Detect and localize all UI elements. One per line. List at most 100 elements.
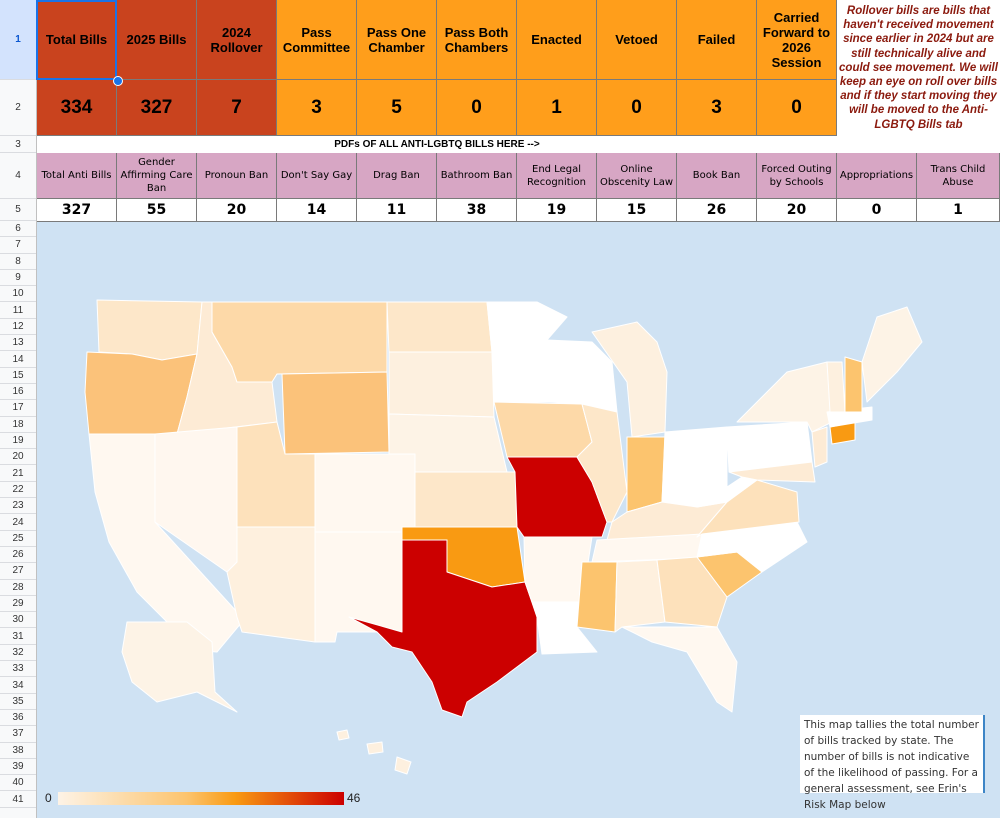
row-number[interactable]: 2 [0, 80, 36, 136]
row-number[interactable]: 21 [0, 466, 36, 482]
category-value-cell[interactable]: 38 [437, 199, 517, 222]
summary-header-cell[interactable]: Pass Both Chambers [437, 0, 517, 80]
summary-value-cell[interactable]: 0 [597, 80, 677, 136]
category-header-cell[interactable]: Appropriations [837, 153, 917, 199]
row-number[interactable]: 24 [0, 514, 36, 531]
row-number[interactable]: 4 [0, 153, 36, 199]
state-wyoming [281, 371, 390, 455]
category-header-cell[interactable]: Drag Ban [357, 153, 437, 199]
category-value-cell[interactable]: 55 [117, 199, 197, 222]
row-number[interactable]: 17 [0, 400, 36, 417]
row-number[interactable]: 31 [0, 629, 36, 645]
row-number[interactable]: 25 [0, 531, 36, 547]
summary-header-cell[interactable]: 2024 Rollover [197, 0, 277, 80]
row-number[interactable]: 10 [0, 286, 36, 303]
row-number[interactable]: 12 [0, 319, 36, 336]
row-number[interactable]: 15 [0, 368, 36, 384]
row-number[interactable]: 36 [0, 710, 36, 727]
category-header-cell[interactable]: Trans Child Abuse [917, 153, 1000, 199]
row-number[interactable]: 8 [0, 254, 36, 270]
row-number[interactable]: 6 [0, 221, 36, 238]
summary-header-cell[interactable]: Enacted [517, 0, 597, 80]
map-svg [84, 299, 923, 775]
category-value-cell[interactable]: 15 [597, 199, 677, 222]
category-header-cell[interactable]: Pronoun Ban [197, 153, 277, 199]
row-number[interactable]: 14 [0, 351, 36, 368]
state-maryland [728, 461, 816, 483]
state-vermont [826, 361, 846, 413]
state-arizona [226, 526, 316, 643]
legend-gradient [58, 792, 344, 805]
category-header-cell[interactable]: Online Obscenity Law [597, 153, 677, 199]
category-value-cell[interactable]: 14 [277, 199, 357, 222]
state-mississippi [576, 561, 618, 633]
category-value-cell[interactable]: 327 [37, 199, 117, 222]
row-number[interactable]: 23 [0, 498, 36, 515]
category-header-cell[interactable]: End Legal Recognition [517, 153, 597, 199]
summary-header-cell[interactable]: Failed [677, 0, 757, 80]
legend-min: 0 [45, 791, 52, 805]
state-washington [96, 299, 203, 361]
category-header-cell[interactable]: Total Anti Bills [37, 153, 117, 199]
category-value-cell[interactable]: 20 [757, 199, 837, 222]
row-number[interactable]: 18 [0, 417, 36, 433]
row-number[interactable]: 7 [0, 237, 36, 254]
row-number[interactable]: 37 [0, 726, 36, 743]
row-number[interactable]: 41 [0, 792, 36, 808]
fill-handle[interactable] [113, 76, 123, 86]
category-header-cell[interactable]: Don't Say Gay [277, 153, 357, 199]
row-number[interactable]: 16 [0, 384, 36, 401]
category-header-cell[interactable]: Forced Outing by Schools [757, 153, 837, 199]
summary-header-cell[interactable]: Vetoed [597, 0, 677, 80]
state-alabama [614, 559, 666, 633]
category-value-cell[interactable]: 19 [517, 199, 597, 222]
category-header-cell[interactable]: Bathroom Ban [437, 153, 517, 199]
summary-value-cell[interactable]: 3 [677, 80, 757, 136]
row-number[interactable]: 35 [0, 694, 36, 710]
summary-header-cell[interactable]: Pass One Chamber [357, 0, 437, 80]
row-number[interactable]: 33 [0, 661, 36, 678]
row-number[interactable]: 9 [0, 270, 36, 287]
row-number[interactable]: 30 [0, 612, 36, 629]
summary-value-cell[interactable]: 327 [117, 80, 197, 136]
pdf-link[interactable]: PDFs OF ALL ANTI-LGBTQ BILLS HERE --> [37, 136, 837, 154]
row-number[interactable]: 26 [0, 547, 36, 564]
row-number[interactable]: 28 [0, 580, 36, 596]
row-number[interactable]: 3 [0, 136, 36, 153]
row-number[interactable]: 29 [0, 596, 36, 613]
summary-header-cell[interactable]: 2025 Bills [117, 0, 197, 80]
category-value-cell[interactable]: 26 [677, 199, 757, 222]
summary-value-cell[interactable]: 334 [37, 80, 117, 136]
summary-header-cell[interactable]: Pass Committee [277, 0, 357, 80]
category-header-cell[interactable]: Gender Affirming Care Ban [117, 153, 197, 199]
row-number[interactable]: 13 [0, 335, 36, 352]
rollover-note: Rollover bills are bills that haven't re… [839, 5, 998, 131]
row-number[interactable]: 20 [0, 449, 36, 466]
summary-value-cell[interactable]: 0 [757, 80, 837, 136]
summary-value-cell[interactable]: 1 [517, 80, 597, 136]
row-number[interactable]: 32 [0, 645, 36, 662]
summary-value-cell[interactable]: 7 [197, 80, 277, 136]
state-new-jersey [811, 426, 828, 468]
row-number[interactable]: 19 [0, 433, 36, 450]
category-header-cell[interactable]: Book Ban [677, 153, 757, 199]
us-bill-map[interactable]: 0 46 [37, 222, 1000, 818]
summary-value-cell[interactable]: 5 [357, 80, 437, 136]
summary-value-cell[interactable]: 0 [437, 80, 517, 136]
row-number[interactable]: 34 [0, 677, 36, 694]
summary-value-cell[interactable]: 3 [277, 80, 357, 136]
row-number[interactable]: 22 [0, 482, 36, 499]
row-number[interactable]: 27 [0, 563, 36, 580]
row-number[interactable]: 40 [0, 775, 36, 792]
row-number[interactable]: 11 [0, 303, 36, 319]
summary-header-cell[interactable]: Total Bills [37, 0, 117, 80]
row-number[interactable]: 1 [0, 0, 36, 80]
row-number[interactable]: 39 [0, 759, 36, 776]
row-number[interactable]: 38 [0, 743, 36, 759]
category-value-cell[interactable]: 0 [837, 199, 917, 222]
summary-header-cell[interactable]: Carried Forward to 2026 Session [757, 0, 837, 80]
category-value-cell[interactable]: 1 [917, 199, 1000, 222]
category-value-cell[interactable]: 20 [197, 199, 277, 222]
category-value-cell[interactable]: 11 [357, 199, 437, 222]
row-number[interactable]: 5 [0, 199, 36, 221]
